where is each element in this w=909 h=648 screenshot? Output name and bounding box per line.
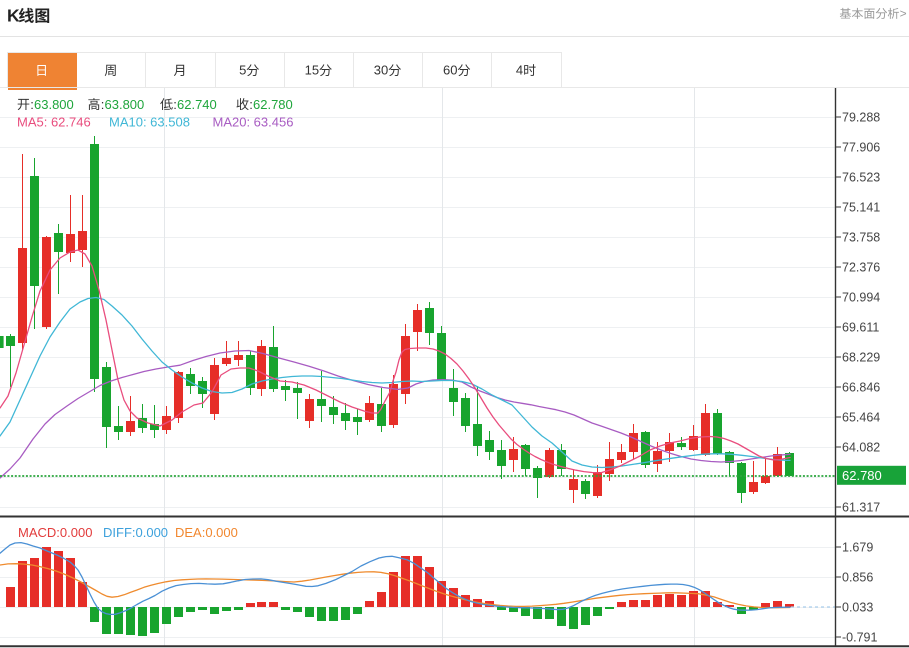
- svg-text:MA20: 63.456: MA20: 63.456: [213, 115, 294, 130]
- svg-text:0.856: 0.856: [842, 570, 873, 584]
- svg-text:62.780: 62.780: [842, 468, 882, 483]
- svg-text:72.376: 72.376: [842, 260, 880, 274]
- svg-text:MACD:0.000: MACD:0.000: [18, 525, 92, 540]
- svg-text:63.800: 63.800: [105, 97, 145, 112]
- svg-text:5: 5: [239, 63, 246, 78]
- svg-text:DEA:0.000: DEA:0.000: [175, 525, 238, 540]
- svg-text::: :: [30, 97, 34, 112]
- svg-text:62.780: 62.780: [253, 97, 293, 112]
- svg-text:73.758: 73.758: [842, 230, 880, 244]
- svg-text:62.740: 62.740: [177, 97, 217, 112]
- svg-text:>: >: [900, 6, 907, 20]
- svg-text:DIFF:0.000: DIFF:0.000: [103, 525, 168, 540]
- svg-text::: :: [173, 97, 177, 112]
- svg-text:65.464: 65.464: [842, 410, 880, 424]
- svg-text:76.523: 76.523: [842, 170, 880, 184]
- svg-text:1.679: 1.679: [842, 540, 873, 554]
- svg-text:63.800: 63.800: [34, 97, 74, 112]
- svg-text:61.317: 61.317: [842, 500, 880, 514]
- svg-text:MA5: 62.746: MA5: 62.746: [17, 115, 91, 130]
- svg-text:64.082: 64.082: [842, 440, 880, 454]
- svg-text::: :: [249, 97, 253, 112]
- svg-text:68.229: 68.229: [842, 350, 880, 364]
- svg-text:66.846: 66.846: [842, 380, 880, 394]
- svg-text:30: 30: [374, 63, 388, 78]
- svg-text:60: 60: [443, 63, 457, 78]
- svg-text:0.033: 0.033: [842, 600, 873, 614]
- svg-text:75.141: 75.141: [842, 200, 880, 214]
- svg-text:15: 15: [305, 63, 319, 78]
- svg-text:69.611: 69.611: [842, 320, 879, 334]
- svg-text:70.994: 70.994: [842, 290, 880, 304]
- svg-text:K: K: [7, 6, 20, 26]
- svg-text::: :: [101, 97, 105, 112]
- svg-text:77.906: 77.906: [842, 140, 880, 154]
- svg-text:-0.791: -0.791: [842, 630, 877, 644]
- svg-text:4: 4: [516, 63, 523, 78]
- svg-text:MA10: 63.508: MA10: 63.508: [109, 115, 190, 130]
- svg-text:79.288: 79.288: [842, 110, 880, 124]
